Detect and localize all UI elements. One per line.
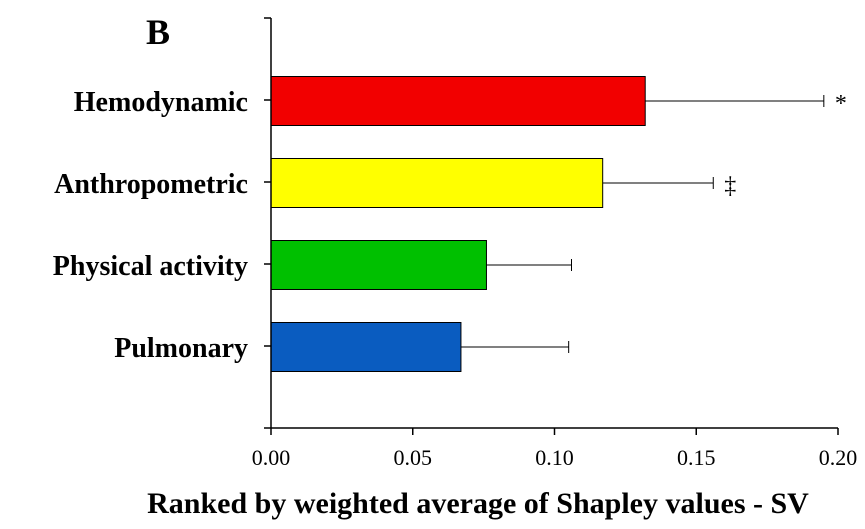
x-tick-label: 0.00 <box>252 445 291 470</box>
category-label: Hemodynamic <box>74 87 248 118</box>
panel-label: B <box>146 12 170 52</box>
category-label: Pulmonary <box>114 333 248 364</box>
bar-pulmonary <box>270 322 462 372</box>
significance-marker: * <box>835 91 847 117</box>
x-tick-label: 0.05 <box>394 445 433 470</box>
x-axis-title: Ranked by weighted average of Shapley va… <box>147 487 809 520</box>
significance-marker: ‡ <box>724 173 736 199</box>
bar-physical-activity <box>270 240 487 290</box>
category-label: Anthropometric <box>54 169 248 200</box>
x-tick-label: 0.15 <box>677 445 716 470</box>
x-tick-label: 0.10 <box>535 445 574 470</box>
category-label: Physical activity <box>53 251 248 282</box>
bar-anthropometric <box>270 158 604 208</box>
x-tick-label: 0.20 <box>819 445 858 470</box>
bar-hemodynamic <box>270 76 646 126</box>
